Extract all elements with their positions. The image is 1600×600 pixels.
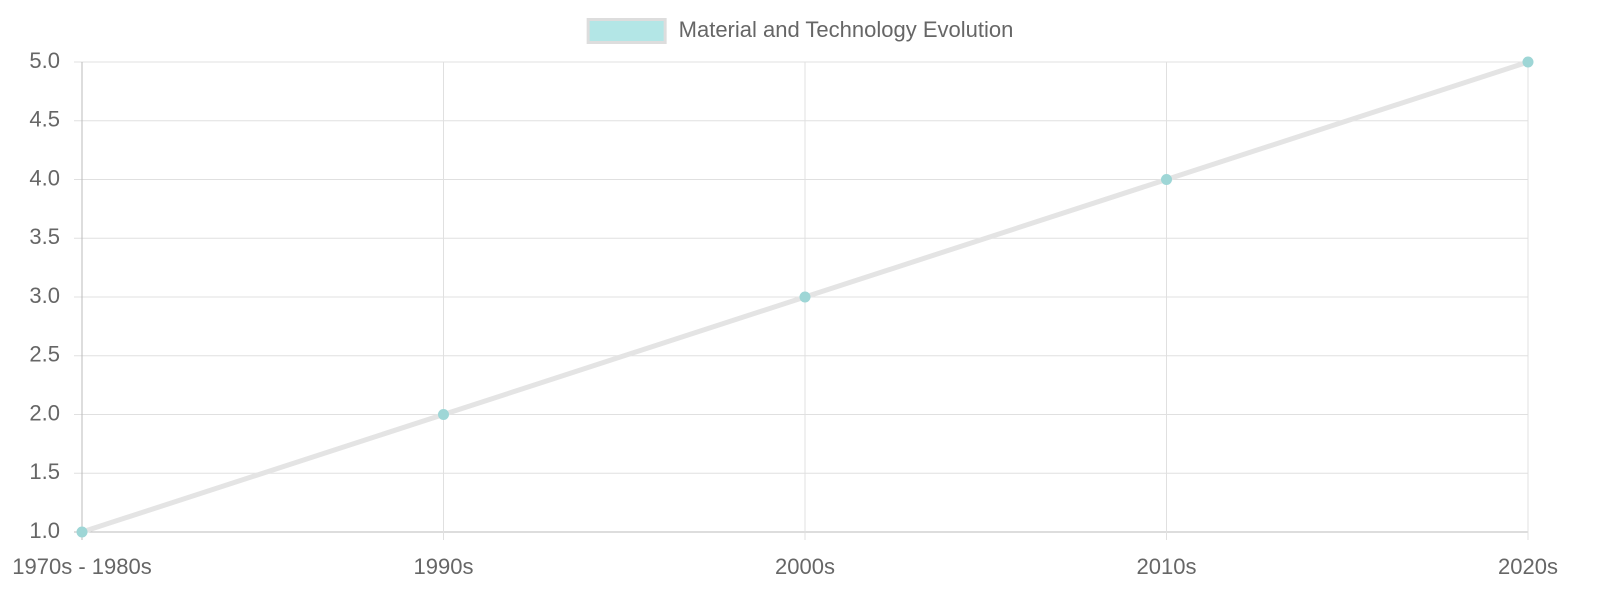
y-tick-label: 3.0 [29, 283, 60, 308]
x-tick-label: 2020s [1498, 554, 1558, 579]
legend-label: Material and Technology Evolution [679, 17, 1014, 42]
data-point [1161, 174, 1172, 185]
y-tick-label: 2.5 [29, 342, 60, 367]
legend-swatch [586, 18, 667, 44]
y-tick-label: 4.0 [29, 165, 60, 190]
y-tick-label: 1.5 [29, 459, 60, 484]
y-tick-label: 3.5 [29, 224, 60, 249]
x-tick-label: 2010s [1137, 554, 1197, 579]
x-tick-label: 1970s - 1980s [12, 554, 151, 579]
y-tick-label: 5.0 [29, 48, 60, 73]
y-tick-label: 1.0 [29, 518, 60, 543]
data-point [438, 409, 449, 420]
x-tick-label: 2000s [775, 554, 835, 579]
data-point [76, 526, 88, 538]
x-tick-label: 1990s [414, 554, 474, 579]
y-tick-label: 2.0 [29, 400, 60, 425]
y-tick-label: 4.5 [29, 107, 60, 132]
data-point [1522, 56, 1534, 68]
data-point [799, 291, 811, 303]
